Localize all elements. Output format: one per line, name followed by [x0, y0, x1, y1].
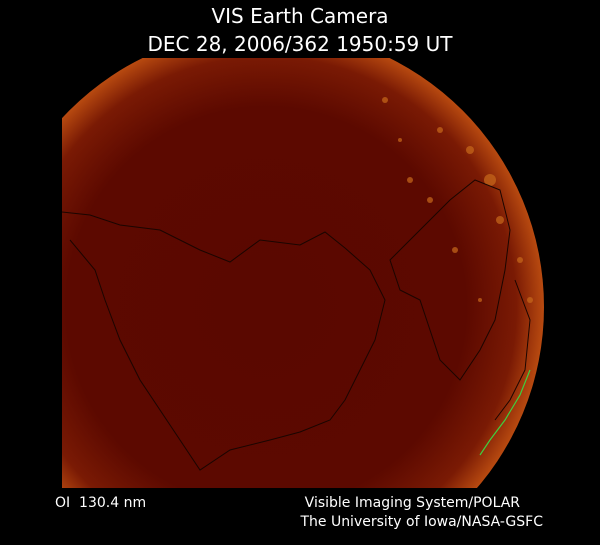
- title: VIS Earth Camera: [211, 4, 388, 28]
- instrument-label: Visible Imaging System/POLAR: [305, 495, 521, 511]
- timestamp: DEC 28, 2006/362 1950:59 UT: [148, 32, 454, 56]
- institution-label: The University of Iowa/NASA-GSFC: [299, 514, 543, 530]
- green-line: [479, 369, 531, 456]
- airglow-speckles: [382, 97, 533, 303]
- coastlines: [61, 179, 531, 471]
- earth-image: [61, 58, 544, 488]
- filter-label: OI 130.4 nm: [55, 495, 146, 511]
- earth-disc: [62, 58, 544, 488]
